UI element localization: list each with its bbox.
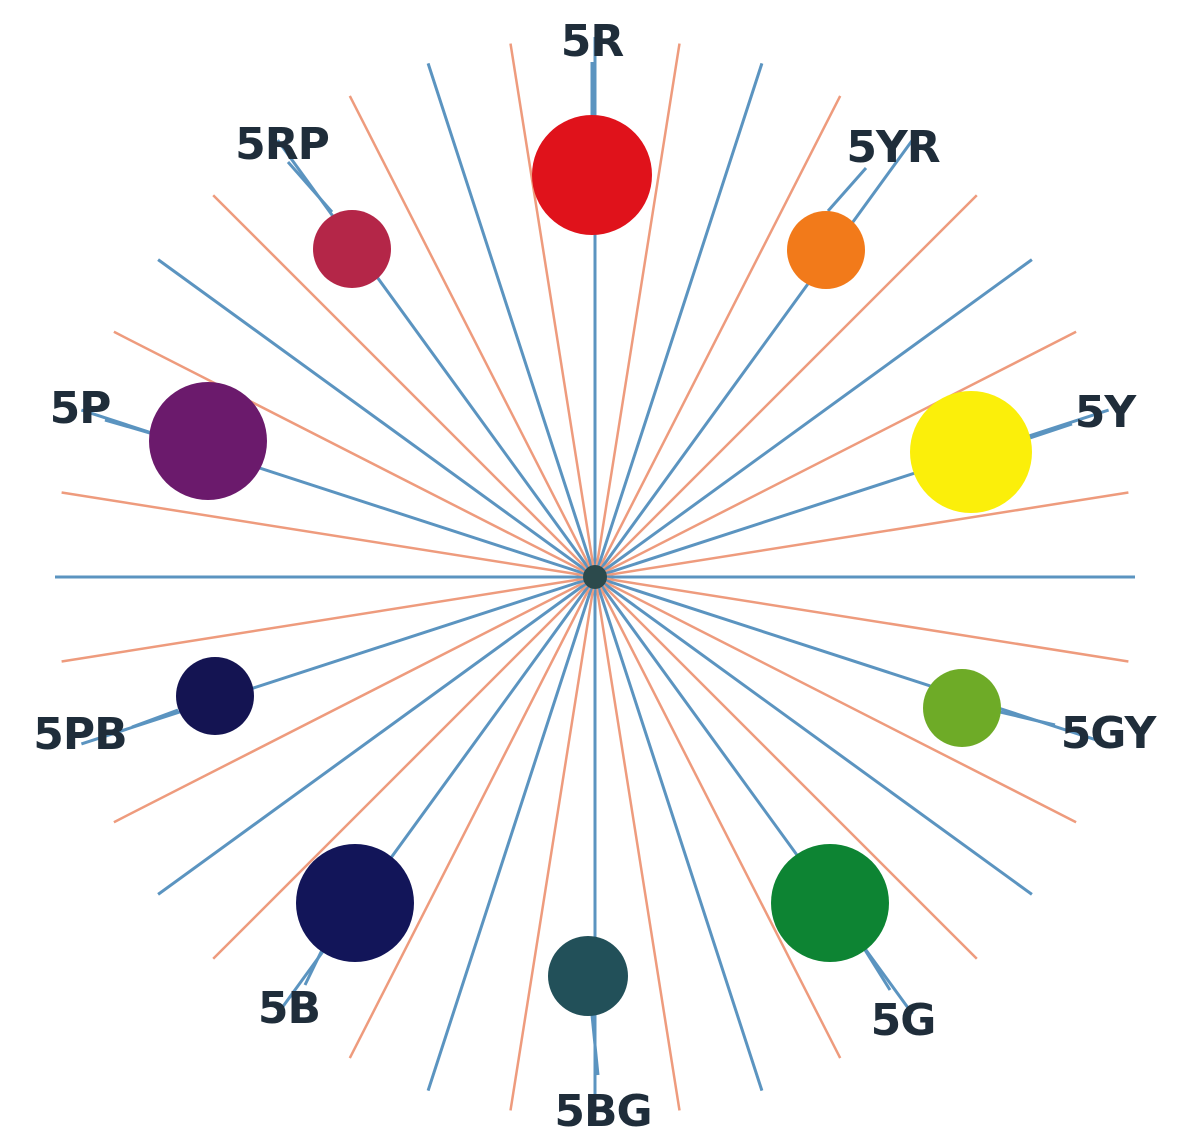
hue-dot-5p <box>149 382 267 500</box>
hue-label-5gy: 5GY <box>1061 708 1158 759</box>
minor-line <box>113 575 596 824</box>
hue-line <box>594 408 1110 579</box>
hue-line <box>593 62 764 578</box>
hue-dot-5yr <box>787 211 865 289</box>
minor-line <box>509 43 597 578</box>
hue-label-5g: 5G <box>871 995 936 1046</box>
minor-line <box>61 575 596 663</box>
center-point <box>583 565 607 589</box>
hue-line <box>594 258 1033 579</box>
hue-label-5bg: 5BG <box>554 1086 651 1133</box>
minor-line <box>594 330 1077 579</box>
minor-line <box>348 95 597 578</box>
hue-dot-5g <box>771 844 889 962</box>
hue-dot-5b <box>296 844 414 962</box>
minor-line <box>509 576 597 1111</box>
label-connector <box>863 949 892 991</box>
label-connector <box>286 161 334 213</box>
hue-dot-5y <box>910 391 1032 513</box>
hue-dot-5pb <box>176 657 254 735</box>
label-connector <box>104 418 151 435</box>
hue-line <box>157 575 596 896</box>
hue-line <box>276 139 597 578</box>
minor-line <box>348 576 597 1059</box>
hue-line <box>426 62 597 578</box>
minor-line <box>593 576 681 1111</box>
minor-line <box>594 575 1077 824</box>
minor-line <box>594 194 978 578</box>
minor-line <box>594 575 1129 663</box>
minor-line <box>212 576 596 960</box>
minor-line <box>594 576 978 960</box>
hue-line <box>80 575 596 746</box>
hue-label-5rp: 5RP <box>235 119 329 170</box>
label-connector <box>303 949 324 986</box>
label-connectors <box>104 62 1073 1076</box>
hue-line <box>593 139 914 578</box>
minor-line <box>113 330 596 579</box>
label-connector <box>826 167 868 212</box>
minor-line <box>593 95 842 578</box>
label-connector <box>1029 422 1073 440</box>
hue-line <box>426 576 597 1092</box>
hue-label-5yr: 5YR <box>846 122 939 173</box>
hue-label-5p: 5P <box>50 383 111 434</box>
label-connector <box>590 1014 600 1076</box>
hue-line <box>157 258 596 579</box>
label-connector <box>999 710 1056 727</box>
minor-line <box>593 576 842 1059</box>
minor-line <box>594 491 1129 579</box>
label-connector <box>131 708 179 729</box>
hue-dot-5r <box>532 115 652 235</box>
radial-lines <box>55 37 1135 1117</box>
hue-label-5y: 5Y <box>1075 387 1138 438</box>
hue-dot-5gy <box>923 669 1001 747</box>
hue-label-5r: 5R <box>561 16 624 67</box>
hue-line <box>594 575 1033 896</box>
minor-line <box>593 43 681 578</box>
minor-line <box>61 491 596 579</box>
minor-line <box>212 194 596 578</box>
hue-dot-5bg <box>548 936 628 1016</box>
hue-label-5b: 5B <box>258 983 320 1034</box>
hue-dot-5rp <box>313 210 391 288</box>
hue-line <box>593 576 764 1092</box>
hue-label-5pb: 5PB <box>33 709 126 760</box>
